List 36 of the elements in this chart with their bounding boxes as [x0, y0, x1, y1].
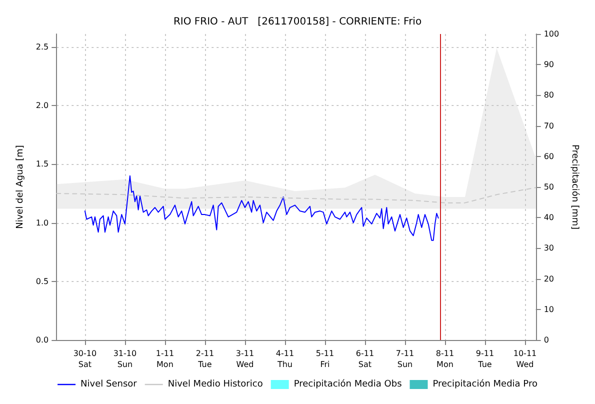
y2-tick-label: 100 — [544, 30, 560, 38]
y2-tick-label: 10 — [544, 304, 554, 314]
legend-label: Nivel Medio Historico — [168, 380, 264, 390]
x-tick-label: 9-11 Tue — [476, 349, 494, 369]
x-tick-label: 3-11 Wed — [236, 349, 254, 369]
legend-label: Precipitación Media Obs — [294, 378, 402, 390]
x-tick-label: 10-11 Wed — [513, 349, 537, 369]
x-tick-label: 6-11 Sat — [356, 349, 374, 369]
y2-tick-label: 70 — [544, 121, 554, 130]
y-tick-label: 1.5 — [36, 160, 49, 169]
chart-title: RIO FRIO - AUT [2611700158] - CORRIENTE: Frio — [173, 16, 422, 28]
x-tick-label: 8-11 Mon — [436, 349, 454, 369]
x-tick-label: 31-10 Sun — [113, 349, 137, 369]
x-tick-label: 7-11 Sun — [396, 349, 414, 369]
legend-label: Nivel Sensor — [80, 380, 138, 390]
x-tick-label: 2-11 Tue — [196, 349, 214, 369]
y2-tick-label: 50 — [544, 182, 554, 192]
legend-label: Precipitación Media Pro — [432, 378, 538, 390]
y-tick-label: 2.5 — [36, 42, 49, 52]
y2-tick-label: 40 — [544, 213, 554, 222]
y2-tick-label: 80 — [544, 90, 554, 100]
y2-tick-label: 30 — [544, 244, 554, 253]
x-tick-label: 5-11 Fri — [316, 349, 334, 369]
y-tick-label: 2.0 — [36, 101, 49, 110]
y2-tick-label: 0 — [544, 336, 549, 344]
y2-tick-label: 20 — [544, 274, 554, 284]
y-tick-label: 1.0 — [36, 218, 49, 228]
y2-tick-label: 60 — [544, 152, 554, 161]
y-tick-label: 0.0 — [36, 336, 49, 344]
x-tick-label: 30-10 Sat — [73, 349, 97, 369]
y2-axis-title: Precipitación [mm] — [570, 144, 580, 230]
x-tick-label: 4-11 Thu — [276, 349, 294, 369]
y-tick-label: 0.5 — [36, 276, 49, 286]
x-tick-label: 1-11 Mon — [156, 349, 174, 369]
y-axis-title: Nivel del Agua [m] — [16, 145, 26, 229]
y2-tick-label: 90 — [544, 60, 554, 70]
